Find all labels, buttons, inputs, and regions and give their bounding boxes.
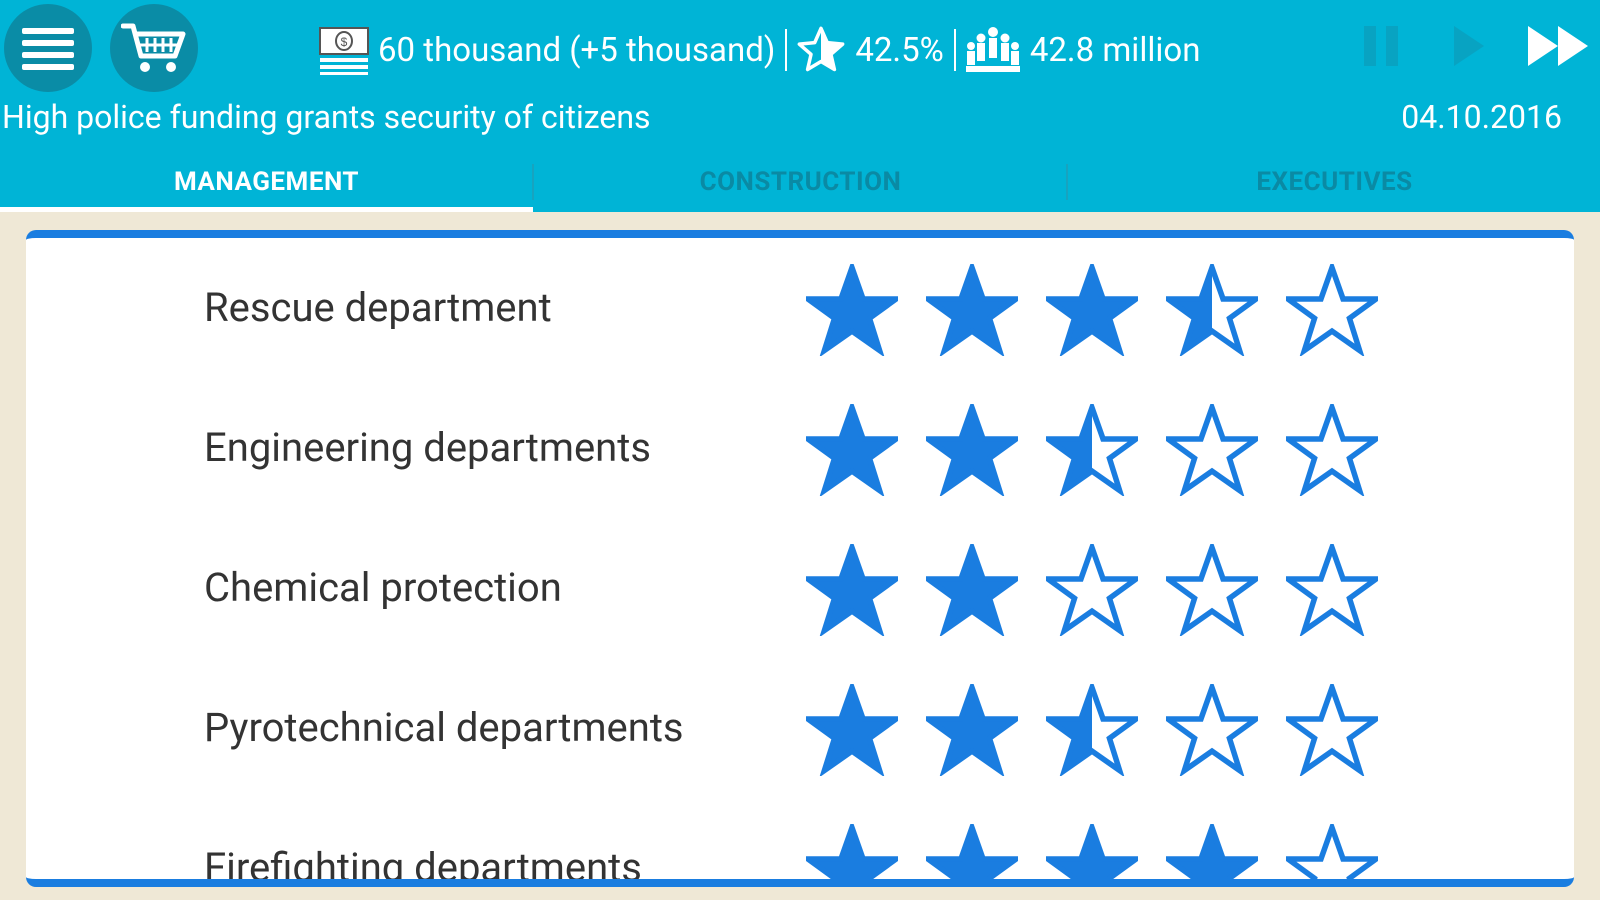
- department-label: Pyrotechnical departments: [204, 704, 684, 751]
- stat-divider: [953, 29, 956, 71]
- star-empty-icon[interactable]: [1046, 544, 1138, 636]
- star-full-icon[interactable]: [806, 544, 898, 636]
- star-full-icon[interactable]: [926, 824, 1018, 887]
- departments-panel[interactable]: Rescue department Engineering department…: [26, 230, 1574, 887]
- tab-executives[interactable]: EXECUTIVES: [1068, 152, 1600, 212]
- pause-icon[interactable]: [1360, 22, 1402, 70]
- department-row: Engineering departments: [26, 380, 1574, 520]
- star-icon: [797, 26, 845, 72]
- population-value: 42.8 million: [1029, 30, 1201, 70]
- rating-value: 42.5%: [855, 30, 944, 70]
- stat-divider: [785, 29, 788, 71]
- star-empty-icon[interactable]: [1286, 404, 1378, 496]
- tab-label: EXECUTIVES: [1256, 167, 1413, 197]
- star-half-icon[interactable]: [1046, 684, 1138, 776]
- stats-bar: $ 60 thousand (+5 thousand) 42.5% 42.8 m…: [318, 20, 1200, 80]
- star-empty-icon[interactable]: [1286, 824, 1378, 887]
- play-icon[interactable]: [1448, 22, 1488, 70]
- star-empty-icon[interactable]: [1166, 404, 1258, 496]
- department-label: Engineering departments: [204, 424, 651, 471]
- department-label: Firefighting departments: [204, 844, 642, 887]
- department-label: Rescue department: [204, 284, 552, 331]
- tab-label: MANAGEMENT: [173, 167, 360, 197]
- news-headline: High police funding grants security of c…: [2, 98, 651, 136]
- star-half-icon[interactable]: [1166, 264, 1258, 356]
- fast-forward-icon[interactable]: [1524, 22, 1594, 70]
- star-full-icon[interactable]: [926, 684, 1018, 776]
- star-rating[interactable]: [806, 404, 1406, 496]
- star-rating[interactable]: [806, 264, 1406, 356]
- star-empty-icon[interactable]: [1286, 684, 1378, 776]
- star-full-icon[interactable]: [806, 684, 898, 776]
- game-date: 04.10.2016: [1401, 98, 1562, 136]
- star-empty-icon[interactable]: [1286, 264, 1378, 356]
- department-row: Firefighting departments: [26, 800, 1574, 887]
- tab-management[interactable]: MANAGEMENT: [0, 152, 533, 212]
- money-value: 60 thousand (+5 thousand): [378, 30, 776, 70]
- department-row: Chemical protection: [26, 520, 1574, 660]
- svg-text:$: $: [341, 35, 348, 49]
- banknote-icon: $: [319, 27, 369, 75]
- star-full-icon[interactable]: [926, 404, 1018, 496]
- star-full-icon[interactable]: [806, 264, 898, 356]
- top-bar: $ 60 thousand (+5 thousand) 42.5% 42.8 m…: [0, 0, 1600, 212]
- star-full-icon[interactable]: [1046, 824, 1138, 887]
- shop-button[interactable]: [110, 4, 198, 92]
- menu-icon: [22, 28, 74, 70]
- star-rating[interactable]: [806, 684, 1406, 776]
- star-empty-icon[interactable]: [1166, 684, 1258, 776]
- tab-divider: [1066, 164, 1068, 200]
- star-half-icon[interactable]: [1046, 404, 1138, 496]
- department-label: Chemical protection: [204, 564, 562, 611]
- star-full-icon[interactable]: [926, 264, 1018, 356]
- star-full-icon[interactable]: [806, 404, 898, 496]
- star-rating[interactable]: [806, 544, 1406, 636]
- tab-bar: MANAGEMENT CONSTRUCTION EXECUTIVES: [0, 152, 1600, 212]
- star-empty-icon[interactable]: [1286, 544, 1378, 636]
- star-full-icon[interactable]: [806, 824, 898, 887]
- star-full-icon[interactable]: [1166, 824, 1258, 887]
- active-tab-indicator: [0, 207, 533, 212]
- tab-label: CONSTRUCTION: [699, 167, 902, 197]
- tab-construction[interactable]: CONSTRUCTION: [534, 152, 1067, 212]
- star-rating[interactable]: [806, 824, 1406, 887]
- department-row: Rescue department: [26, 240, 1574, 380]
- department-row: Pyrotechnical departments: [26, 660, 1574, 800]
- tab-divider: [532, 164, 534, 200]
- menu-button[interactable]: [4, 4, 92, 92]
- star-full-icon[interactable]: [1046, 264, 1138, 356]
- people-icon: [965, 27, 1020, 72]
- shopping-cart-icon: [121, 23, 186, 72]
- star-empty-icon[interactable]: [1166, 544, 1258, 636]
- star-full-icon[interactable]: [926, 544, 1018, 636]
